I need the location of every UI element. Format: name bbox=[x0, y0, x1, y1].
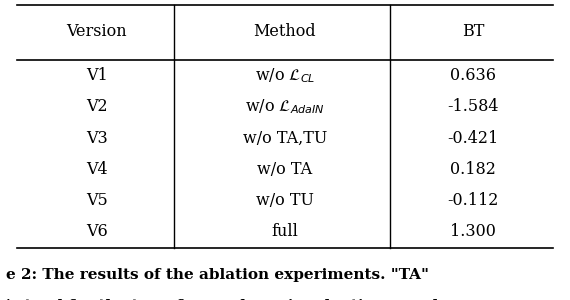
Text: 1.300: 1.300 bbox=[450, 224, 496, 240]
Text: V2: V2 bbox=[86, 98, 108, 116]
Text: Method: Method bbox=[254, 23, 316, 40]
Text: e 2: The results of the ablation experiments. "TA": e 2: The results of the ablation experim… bbox=[6, 268, 429, 281]
Text: -0.112: -0.112 bbox=[447, 192, 499, 209]
Text: V1: V1 bbox=[86, 67, 108, 84]
Text: ' stand for the transformer layer in adaptive encoder: ' stand for the transformer layer in ada… bbox=[6, 299, 456, 300]
Text: V4: V4 bbox=[86, 161, 108, 178]
Text: 0.182: 0.182 bbox=[450, 161, 496, 178]
Text: -1.584: -1.584 bbox=[447, 98, 499, 116]
Text: w/o TA,TU: w/o TA,TU bbox=[243, 130, 327, 147]
Text: Version: Version bbox=[67, 23, 127, 40]
Text: -0.421: -0.421 bbox=[447, 130, 499, 147]
Text: w/o TA: w/o TA bbox=[258, 161, 312, 178]
Text: V5: V5 bbox=[86, 192, 108, 209]
Text: w/o $\mathcal{L}_{CL}$: w/o $\mathcal{L}_{CL}$ bbox=[255, 66, 315, 85]
Text: 0.636: 0.636 bbox=[450, 67, 496, 84]
Text: BT: BT bbox=[462, 23, 484, 40]
Text: full: full bbox=[271, 224, 299, 240]
Text: w/o $\mathcal{L}_{AdaIN}$: w/o $\mathcal{L}_{AdaIN}$ bbox=[245, 98, 325, 116]
Text: w/o TU: w/o TU bbox=[256, 192, 314, 209]
Text: V3: V3 bbox=[86, 130, 108, 147]
Text: V6: V6 bbox=[86, 224, 108, 240]
